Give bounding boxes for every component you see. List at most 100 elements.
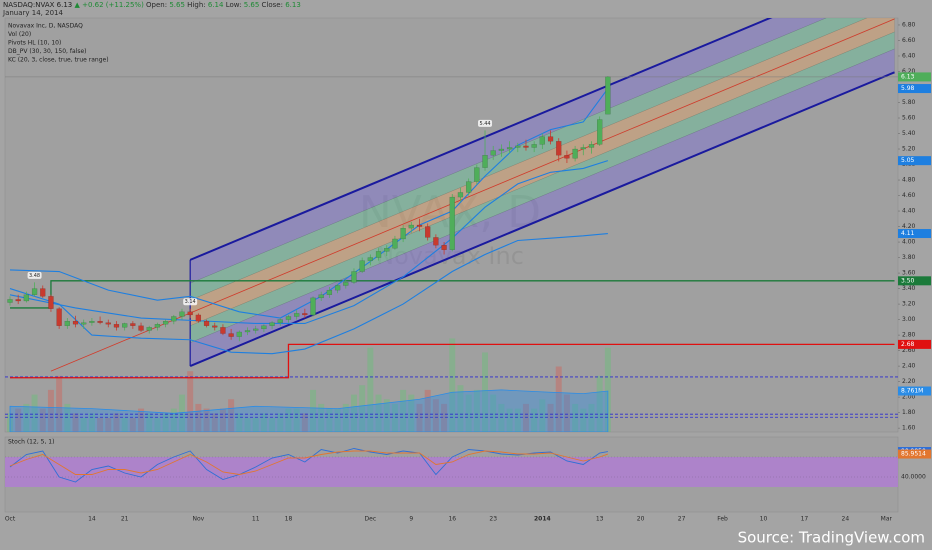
volume-bar	[506, 408, 513, 432]
header-date: January 14, 2014	[2, 9, 63, 17]
volume-bar	[269, 417, 276, 432]
candle-body	[359, 260, 365, 272]
y-tick-label: 1.80	[902, 409, 916, 416]
volume-bar	[285, 408, 292, 432]
candle-body	[449, 196, 455, 250]
volume-bar	[326, 408, 333, 432]
volume-bar	[203, 408, 210, 432]
candle-body	[212, 325, 218, 328]
close-label: Close:	[262, 1, 283, 9]
price-tag-box	[898, 156, 931, 166]
candle-body	[72, 320, 79, 325]
candle-body	[408, 224, 414, 229]
candle-body	[351, 271, 357, 283]
channel-border	[189, 71, 895, 368]
candle-body	[433, 237, 439, 246]
volume-bar	[465, 394, 472, 432]
low: 5.65	[244, 1, 260, 9]
price-tag-box	[898, 449, 931, 459]
candle-body	[392, 238, 398, 249]
x-tick-label: 13	[596, 516, 604, 523]
candle-body	[261, 325, 267, 330]
candle-body	[302, 313, 308, 316]
candle-body	[490, 150, 496, 156]
high-label: High:	[187, 1, 205, 9]
x-tick-label: 27	[678, 516, 686, 523]
y-tick-label: 6.60	[902, 37, 916, 44]
volume-bar	[15, 408, 22, 432]
legend-entry: DB_PV (30, 30, 150, false)	[8, 48, 87, 55]
x-tick-label: 14	[88, 516, 96, 523]
volume-bar	[596, 375, 603, 432]
y-tick-label: 2.80	[902, 332, 916, 339]
x-tick-label: Oct	[5, 516, 16, 523]
y-tick-label: 5.20	[902, 146, 916, 153]
volume-bar	[334, 408, 341, 432]
stoch-plot	[5, 448, 898, 487]
volume-bar	[129, 417, 136, 432]
candle-body	[244, 330, 251, 333]
volume-bar	[121, 417, 128, 432]
price-tag-box	[898, 72, 931, 82]
candle-body	[154, 324, 161, 328]
pivot-marker	[478, 119, 493, 127]
high: 6.14	[208, 1, 224, 9]
price-tag-box	[898, 276, 931, 286]
price-tag-box	[898, 229, 931, 239]
candle-body	[97, 320, 103, 323]
candle-body	[130, 323, 136, 326]
price-tag: 85.9514	[901, 451, 926, 458]
volume-bar	[367, 347, 374, 432]
candle-body	[81, 322, 87, 325]
volume-bar	[187, 371, 194, 432]
volume-bar	[400, 389, 407, 432]
volume-bar	[211, 413, 218, 432]
stoch-tick-label: 40.0000	[901, 474, 926, 481]
candle-body	[343, 282, 349, 286]
candle-body	[31, 288, 38, 295]
y-tick-label: 6.40	[902, 52, 916, 59]
y-tick-label: 4.00	[902, 239, 916, 246]
candle-body	[367, 257, 374, 261]
candle-body	[400, 227, 406, 240]
candle-body	[564, 155, 570, 159]
volume-bar	[252, 417, 259, 432]
y-tick-label: 5.60	[902, 115, 916, 122]
candle-body	[547, 136, 554, 142]
volume-bar	[154, 417, 161, 432]
candle-body	[56, 308, 62, 326]
x-tick-label: Nov	[193, 516, 205, 523]
candle-body	[588, 144, 595, 148]
price-tag-box	[898, 386, 931, 396]
pivot-level	[10, 280, 895, 309]
candle-body	[482, 155, 488, 168]
volume-bar	[80, 417, 87, 432]
candle-body	[15, 299, 21, 302]
price-tag: 4.11	[901, 230, 915, 237]
close: 6.13	[285, 1, 301, 9]
candle-body	[236, 331, 242, 337]
candle-body	[605, 76, 611, 115]
volume-bar	[539, 399, 546, 432]
candle-body	[539, 136, 545, 145]
volume-bar	[146, 413, 153, 432]
candle-body	[179, 311, 185, 317]
candle-body	[556, 141, 562, 156]
y-tick-label: 3.20	[902, 301, 916, 308]
candle-body	[580, 147, 586, 150]
volume-bar	[23, 403, 30, 432]
low-label: Low:	[226, 1, 242, 9]
volume-bar	[416, 403, 423, 432]
volume-bar	[162, 413, 169, 432]
volume-bar	[138, 408, 145, 432]
kc-line	[9, 88, 609, 319]
candle-body	[465, 181, 472, 193]
candle-body	[285, 316, 292, 320]
change: ▲ +0.62 (+11.25%)	[75, 1, 145, 9]
volume-bar	[219, 408, 226, 432]
volume-bar	[531, 408, 538, 432]
candle-body	[253, 328, 259, 331]
candle-body	[498, 148, 505, 151]
y-tick-label: 4.20	[902, 223, 916, 230]
volume-bar	[432, 399, 439, 432]
